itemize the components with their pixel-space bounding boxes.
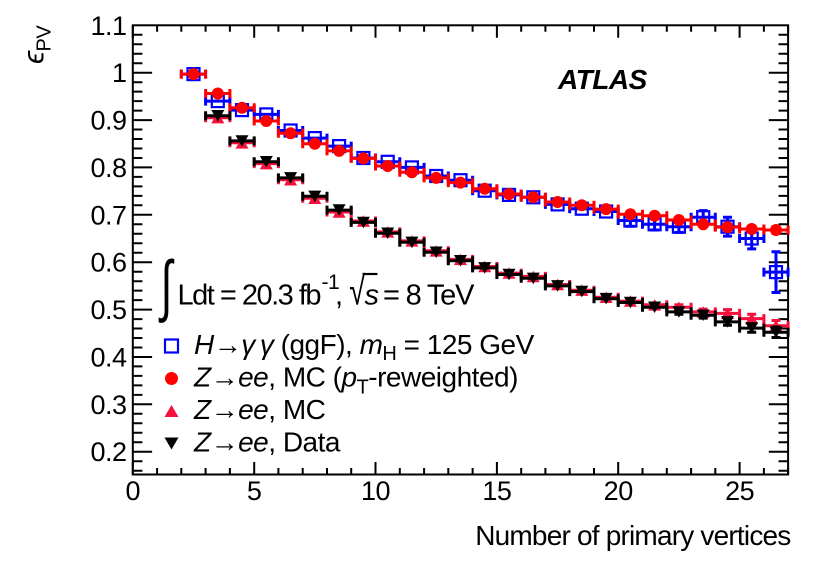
svg-text:1.1: 1.1 <box>90 11 126 41</box>
svg-text:PV: PV <box>34 25 56 52</box>
svg-text:s: s <box>365 279 379 311</box>
svg-text:Ldt = 20.3 fb: Ldt = 20.3 fb <box>178 279 321 311</box>
svg-text:0.7: 0.7 <box>90 200 126 230</box>
svg-text:√: √ <box>349 269 366 314</box>
svg-text:0.5: 0.5 <box>90 295 126 325</box>
svg-text:0.4: 0.4 <box>90 343 127 373</box>
svg-text:0.2: 0.2 <box>90 437 126 467</box>
svg-text:0.8: 0.8 <box>90 153 126 183</box>
svg-text:ATLAS: ATLAS <box>557 64 648 95</box>
svg-text:20: 20 <box>604 476 633 506</box>
svg-text:,: , <box>335 279 343 311</box>
svg-text:ϵ: ϵ <box>18 50 51 64</box>
svg-text:25: 25 <box>725 476 754 506</box>
svg-text:-1: -1 <box>322 271 340 294</box>
svg-text:5: 5 <box>247 476 262 506</box>
svg-text:10: 10 <box>361 476 390 506</box>
svg-text:0.9: 0.9 <box>90 106 126 136</box>
svg-text:Z→ee, Data: Z→ee, Data <box>193 427 341 458</box>
svg-text:0.3: 0.3 <box>90 390 126 420</box>
svg-text:∫: ∫ <box>158 247 174 323</box>
svg-text:1: 1 <box>112 58 127 88</box>
svg-text:0.6: 0.6 <box>90 248 126 278</box>
svg-text:0: 0 <box>126 476 141 506</box>
svg-text:H→γ γ (ggF), mH = 125 GeV: H→γ γ (ggF), mH = 125 GeV <box>194 329 535 365</box>
svg-text:= 8 TeV: = 8 TeV <box>383 279 475 311</box>
svg-text:15: 15 <box>482 476 511 506</box>
svg-text:Z→ee, MC: Z→ee, MC <box>193 394 326 425</box>
svg-text:Z→ee, MC (pT-reweighted): Z→ee, MC (pT-reweighted) <box>193 362 518 399</box>
svg-text:Number of primary vertices: Number of primary vertices <box>475 520 790 551</box>
